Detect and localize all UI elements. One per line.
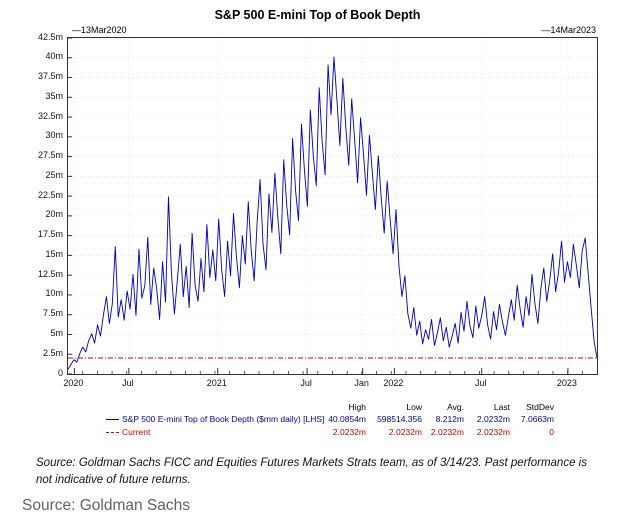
chart-footnote: Source: Goldman Sachs FICC and Equities … <box>36 457 587 486</box>
legend-item-current: Current <box>106 427 150 437</box>
y-tick-label: 20m <box>45 209 63 220</box>
x-tick-label: 2023 <box>556 378 577 388</box>
plot-area <box>67 37 598 375</box>
x-tick-label: Jan <box>354 378 369 388</box>
blue-line-swatch-icon <box>106 419 119 421</box>
x-tick-label: Jul <box>300 378 312 388</box>
depth-line-chart <box>68 38 597 374</box>
y-tick-label: 0 <box>57 367 63 378</box>
current-stat-high: 2.0232m <box>332 427 366 437</box>
stats-header-last: Last <box>493 402 510 412</box>
start-date-annotation: —13Mar2020 <box>72 25 127 35</box>
chart-title: S&P 500 E-mini Top of Book Depth <box>214 8 421 22</box>
depth-stat-last: 2.0232m <box>476 414 510 424</box>
depth-stat-high: 40.0854m <box>328 414 366 424</box>
stats-header-low: Low <box>406 402 422 412</box>
stats-header-avg: Avg. <box>447 402 464 412</box>
y-tick-label: 25m <box>45 169 63 180</box>
legend-current-label: Current <box>122 427 151 437</box>
y-tick-label: 10m <box>45 288 63 299</box>
x-tick-label: 2020 <box>63 378 84 388</box>
y-tick-label: 17.5m <box>37 229 63 240</box>
depth-stat-stddev: 7.0663m <box>520 414 554 424</box>
y-tick-label: 22.5m <box>37 189 63 200</box>
y-tick-label: 12.5m <box>37 268 63 279</box>
end-date-annotation: —14Mar2023 <box>541 25 596 35</box>
y-tick-label: 27.5m <box>37 150 63 161</box>
legend-item-depth: S&P 500 E-mini Top of Book Depth ($mm da… <box>106 414 324 424</box>
y-tick-label: 30m <box>45 130 63 141</box>
y-tick-label: 35m <box>45 90 63 101</box>
depth-stat-low: 598514.356 <box>377 414 422 424</box>
x-tick-label: 2021 <box>206 378 227 388</box>
y-tick-label: 15m <box>45 248 63 259</box>
depth-stats-row: 40.0854m 598514.356 8.212m 2.0232m 7.066… <box>318 414 554 424</box>
current-stat-low: 2.0232m <box>388 427 422 437</box>
current-stat-stddev: 0 <box>549 427 554 437</box>
current-stat-avg: 2.0232m <box>430 427 464 437</box>
y-tick-label: 7.5m <box>42 308 63 319</box>
y-tick-label: 37.5m <box>37 71 63 82</box>
stats-header-row: High Low Avg. Last StdDev <box>318 402 554 412</box>
x-tick-label: 2022 <box>383 378 404 388</box>
y-tick-label: 32.5m <box>37 110 63 121</box>
y-tick-label: 42.5m <box>37 31 63 42</box>
current-stat-last: 2.0232m <box>476 427 510 437</box>
source-attribution: Source: Goldman Sachs <box>22 497 191 514</box>
legend-depth-label: S&P 500 E-mini Top of Book Depth ($mm da… <box>122 414 325 424</box>
depth-stat-avg: 8.212m <box>435 414 464 424</box>
x-tick-label: Jul <box>122 378 134 388</box>
y-tick-label: 40m <box>45 51 63 62</box>
y-tick-label: 5m <box>50 327 63 338</box>
stats-header-high: High <box>348 402 366 412</box>
stats-header-stddev: StdDev <box>526 402 554 412</box>
y-tick-label: 2.5m <box>42 347 63 358</box>
red-dash-swatch-icon <box>106 432 119 434</box>
x-tick-label: Jul <box>474 378 487 388</box>
current-stats-row: 2.0232m 2.0232m 2.0232m 2.0232m 0 <box>318 427 554 437</box>
